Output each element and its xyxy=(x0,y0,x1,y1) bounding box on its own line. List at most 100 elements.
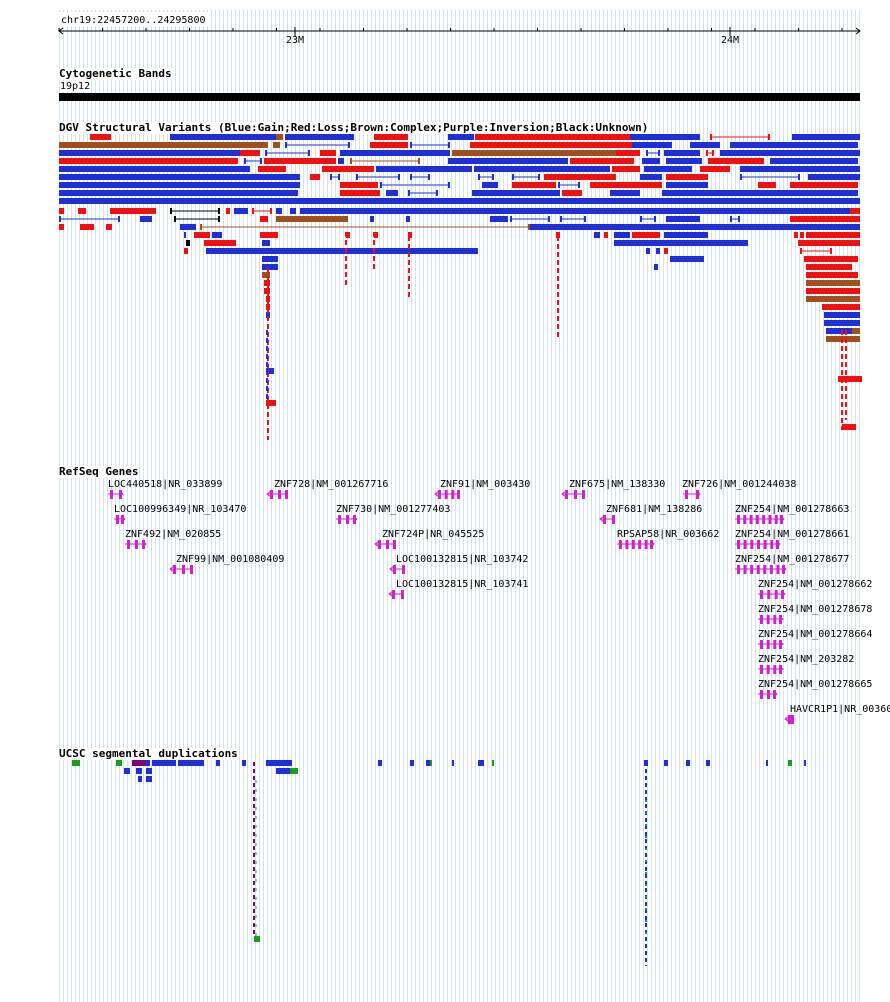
gene-label[interactable]: ZNF254|NM_001278661 xyxy=(735,529,850,540)
segdup-feature[interactable] xyxy=(410,760,414,766)
segdup-feature[interactable] xyxy=(266,760,292,766)
gene-exon[interactable] xyxy=(378,540,381,549)
dgv-feature[interactable] xyxy=(452,150,616,156)
dgv-span-cap[interactable] xyxy=(548,216,550,222)
dgv-feature[interactable] xyxy=(838,376,862,382)
gene-glyph[interactable] xyxy=(617,540,655,549)
dgv-span-cap[interactable] xyxy=(380,182,382,188)
gene-label[interactable]: ZNF675|NM_138330 xyxy=(569,479,666,490)
gene-label[interactable]: LOC100996349|NR_103470 xyxy=(114,504,247,515)
dgv-feature[interactable] xyxy=(276,216,348,222)
gene-exon[interactable] xyxy=(631,540,635,549)
dgv-feature[interactable] xyxy=(78,208,86,214)
gene-exon[interactable] xyxy=(763,565,767,574)
dgv-span-cap[interactable] xyxy=(252,208,254,214)
dgv-feature[interactable] xyxy=(59,166,250,172)
gene-glyph[interactable] xyxy=(758,665,784,674)
gene-exon[interactable] xyxy=(110,490,113,499)
gene-exon[interactable] xyxy=(353,515,356,524)
dgv-span-cap[interactable] xyxy=(218,216,220,222)
gene-exon[interactable] xyxy=(612,515,615,524)
dgv-feature-span[interactable] xyxy=(800,248,832,254)
dgv-span-cap[interactable] xyxy=(448,182,450,188)
dgv-span-cap[interactable] xyxy=(510,216,512,222)
strand-arrow-icon[interactable] xyxy=(784,715,790,723)
gene-label[interactable]: ZNF99|NM_001080409 xyxy=(176,554,285,565)
dgv-feature[interactable] xyxy=(850,208,860,214)
dgv-feature-span[interactable] xyxy=(170,208,220,214)
dgv-feature[interactable] xyxy=(690,142,720,148)
gene-exon[interactable] xyxy=(401,590,404,599)
dgv-feature[interactable] xyxy=(59,224,64,230)
dgv-feature[interactable] xyxy=(664,232,708,238)
gene-exon[interactable] xyxy=(603,515,606,524)
dgv-feature-span[interactable] xyxy=(356,174,400,180)
dgv-feature[interactable] xyxy=(338,158,344,164)
dgv-span-cap[interactable] xyxy=(740,174,742,180)
dgv-feature-span[interactable] xyxy=(174,216,220,222)
dgv-feature[interactable] xyxy=(340,182,378,188)
dgv-span-cap[interactable] xyxy=(260,158,262,164)
gene-exon[interactable] xyxy=(776,540,779,549)
dgv-feature[interactable] xyxy=(260,216,268,222)
dgv-span-cap[interactable] xyxy=(646,150,648,156)
gene-exon[interactable] xyxy=(760,615,763,624)
dgv-feature[interactable] xyxy=(852,328,860,334)
dgv-feature[interactable] xyxy=(482,182,498,188)
gene-exon[interactable] xyxy=(779,665,782,674)
dgv-feature[interactable] xyxy=(730,142,858,148)
segdup-feature[interactable] xyxy=(242,760,246,766)
segdup-feature[interactable] xyxy=(138,776,142,782)
gene-exon[interactable] xyxy=(766,665,770,674)
dgv-feature[interactable] xyxy=(610,190,640,196)
dgv-feature[interactable] xyxy=(614,232,630,238)
segdup-feature[interactable] xyxy=(706,760,710,766)
dgv-feature[interactable] xyxy=(448,158,568,164)
dgv-feature[interactable] xyxy=(180,224,196,230)
dgv-feature[interactable] xyxy=(204,240,236,246)
dgv-feature[interactable] xyxy=(110,208,156,214)
dgv-span-cap[interactable] xyxy=(706,150,708,156)
dgv-feature[interactable] xyxy=(266,296,270,302)
gene-exon[interactable] xyxy=(760,690,763,699)
dgv-feature[interactable] xyxy=(59,142,268,148)
strand-arrow-icon[interactable] xyxy=(169,565,175,573)
gene-glyph[interactable] xyxy=(169,565,193,574)
dgv-feature[interactable] xyxy=(664,150,700,156)
dgv-feature[interactable] xyxy=(206,248,478,254)
segdup-feature[interactable] xyxy=(378,760,382,766)
dgv-feature[interactable] xyxy=(632,232,660,238)
dgv-span-cap[interactable] xyxy=(118,216,120,222)
gene-exon[interactable] xyxy=(696,490,699,499)
dgv-feature-span[interactable] xyxy=(350,158,420,164)
gene-exon[interactable] xyxy=(770,540,774,549)
gene-label[interactable]: HAVCR1P1|NR_00360 xyxy=(790,704,890,715)
dgv-feature[interactable] xyxy=(824,320,860,326)
dgv-feature-span[interactable] xyxy=(408,190,438,196)
strand-arrow-icon[interactable] xyxy=(561,490,567,498)
dgv-span-cap[interactable] xyxy=(418,158,420,164)
dgv-span-cap[interactable] xyxy=(398,174,400,180)
dgv-feature[interactable] xyxy=(822,304,860,310)
dgv-feature[interactable] xyxy=(812,256,858,262)
dgv-feature[interactable] xyxy=(630,134,700,140)
dgv-span-cap[interactable] xyxy=(448,142,450,148)
gene-exon[interactable] xyxy=(773,640,777,649)
dgv-feature[interactable] xyxy=(262,272,270,278)
dgv-span-cap[interactable] xyxy=(218,208,220,214)
segdup-track-title[interactable]: UCSC segmental duplications xyxy=(59,747,238,760)
dgv-feature[interactable] xyxy=(266,312,270,318)
gene-exon[interactable] xyxy=(760,665,763,674)
dgv-feature[interactable] xyxy=(806,296,860,302)
dgv-feature[interactable] xyxy=(59,208,64,214)
dgv-span-cap[interactable] xyxy=(584,216,586,222)
segdup-feature[interactable] xyxy=(216,760,220,766)
strand-arrow-icon[interactable] xyxy=(778,615,784,623)
dgv-feature-span[interactable] xyxy=(410,174,430,180)
gene-exon[interactable] xyxy=(190,565,193,574)
dgv-feature[interactable] xyxy=(808,174,860,180)
gene-label[interactable]: ZNF681|NM_138286 xyxy=(606,504,703,515)
gene-exon[interactable] xyxy=(142,540,145,549)
gene-glyph[interactable] xyxy=(266,490,288,499)
